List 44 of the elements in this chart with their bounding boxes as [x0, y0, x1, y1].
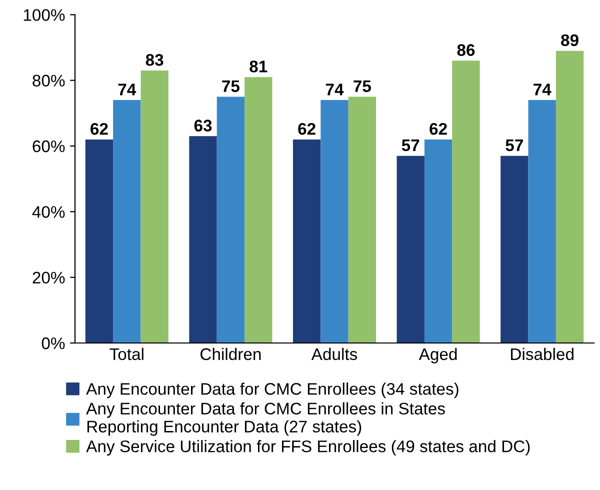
data-label: 62 [90, 122, 108, 135]
legend-label: Any Service Utilization for FFS Enrollees (49 states and DC) [86, 440, 530, 456]
data-label: 74 [534, 84, 552, 96]
data-label: 62 [430, 122, 447, 135]
y-tick-label: 80% [32, 74, 65, 87]
bar [113, 100, 141, 343]
bar [348, 96, 376, 343]
bar [244, 77, 272, 343]
bar [320, 100, 348, 343]
data-label: 63 [194, 120, 212, 132]
data-label: 86 [457, 44, 475, 56]
data-label: 62 [298, 122, 316, 135]
x-tick-label: Adults [311, 348, 358, 360]
y-tick-label: 40% [32, 206, 65, 218]
data-label: 74 [326, 84, 344, 96]
data-label: 83 [146, 54, 164, 66]
data-label: 75 [354, 80, 371, 92]
data-label: 89 [561, 34, 578, 46]
legend-label: Any Encounter Data for CMC Enrollees (34 states) [86, 382, 458, 398]
bar [528, 100, 556, 343]
bar [424, 139, 452, 343]
x-tick-label: Total [110, 348, 144, 360]
bar [140, 70, 168, 343]
bar [396, 156, 424, 343]
bar [85, 139, 114, 343]
bar [556, 50, 584, 343]
y-tick-label: 20% [32, 272, 65, 284]
data-label: 57 [402, 140, 420, 152]
bar [292, 139, 321, 343]
y-tick-label: 60% [32, 140, 65, 152]
x-tick-label: Disabled [511, 348, 574, 360]
data-label: 57 [506, 140, 523, 152]
x-tick-label: Aged [418, 348, 457, 364]
y-tick-label: 0% [42, 337, 65, 350]
data-label: 74 [118, 84, 136, 96]
legend-label: Any Encounter Data for CMC Enrollees in States Reporting Encounter Data (27 states) [86, 402, 445, 436]
bar [500, 156, 528, 343]
bar [216, 96, 245, 343]
data-label: 75 [222, 80, 240, 92]
y-tick-label: 100% [24, 9, 65, 21]
x-tick-label: Children [200, 348, 261, 360]
bar [189, 136, 217, 343]
data-label: 81 [250, 60, 268, 72]
bar [452, 60, 480, 343]
